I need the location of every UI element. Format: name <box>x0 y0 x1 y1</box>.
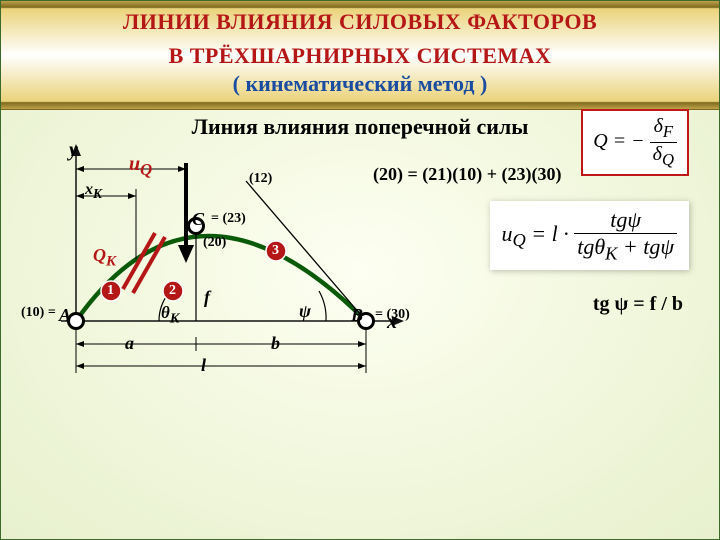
title-method: ( кинематический метод ) <box>1 71 719 97</box>
title-line1: ЛИНИИ ВЛИЯНИЯ СИЛОВЫХ ФАКТОРОВ <box>1 9 719 35</box>
dim-l: l <box>201 355 206 376</box>
title-line2: В ТРЁХШАРНИРНЫХ СИСТЕМАХ <box>1 43 719 69</box>
label-f: f <box>204 287 210 308</box>
note-23: = (23) <box>211 211 246 227</box>
marker-2: 2 <box>169 283 176 299</box>
label-C: C <box>192 209 204 230</box>
label-A: A <box>59 305 71 326</box>
title-bar: ЛИНИИ ВЛИЯНИЯ СИЛОВЫХ ФАКТОРОВ В ТРЁХШАР… <box>1 1 719 110</box>
label-psi: ψ <box>299 301 311 322</box>
equation-Q: Q = − δFδQ <box>581 109 689 176</box>
dim-a: a <box>125 333 134 354</box>
label-y: y <box>69 139 78 162</box>
marker-1: 1 <box>107 283 114 299</box>
note-10: (10) = <box>21 305 56 321</box>
note-12: (12) <box>249 171 272 187</box>
label-theta: θK <box>161 303 179 327</box>
equation-tgpsi: tg ψ = f / b <box>593 293 683 316</box>
label-B: B <box>351 305 363 326</box>
arch-diagram <box>21 141 431 386</box>
label-xK: xK <box>85 181 102 202</box>
marker-3: 3 <box>272 243 279 259</box>
dim-b: b <box>271 333 280 354</box>
label-QK: QK <box>93 245 116 271</box>
equation-uQ: uQ = l · tgψtgθK + tgψ <box>490 201 690 270</box>
note-30: = (30) <box>375 307 410 323</box>
slide: ЛИНИИ ВЛИЯНИЯ СИЛОВЫХ ФАКТОРОВ В ТРЁХШАР… <box>0 0 720 540</box>
note-20: (20) <box>203 235 226 251</box>
label-uQ: uQ <box>129 153 152 180</box>
